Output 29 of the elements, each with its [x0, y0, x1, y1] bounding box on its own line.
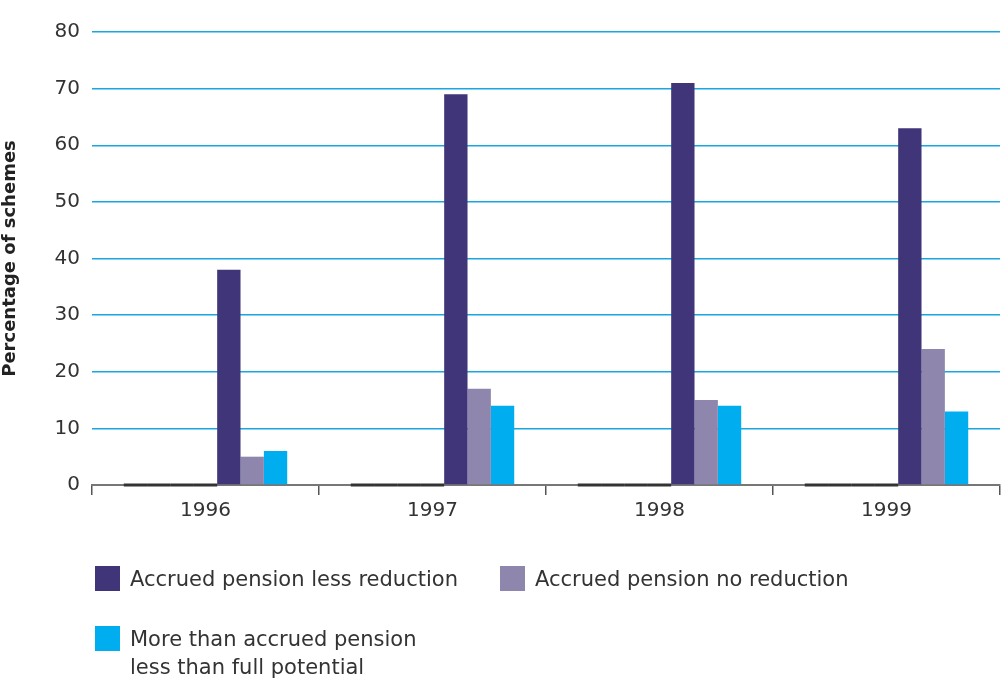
- x-tick-label: 1999: [861, 497, 912, 522]
- y-tick-label: 70: [54, 74, 80, 99]
- legend-label: Accrued pension no reduction: [535, 566, 849, 593]
- y-tick-label: 50: [54, 188, 80, 213]
- bar: [694, 400, 718, 485]
- bar: [263, 451, 288, 485]
- y-tick-label: 60: [54, 131, 80, 156]
- x-tick-label: 1997: [407, 497, 458, 522]
- y-tick-label: 30: [54, 301, 80, 326]
- y-tick-label: 0: [67, 471, 80, 496]
- y-tick-label: 10: [54, 414, 80, 439]
- bar: [717, 405, 742, 485]
- x-tick-label: 1996: [180, 497, 231, 522]
- bar: [921, 349, 945, 485]
- bar: [467, 388, 491, 485]
- y-axis-title: Percentage of schemes: [0, 140, 20, 377]
- bar: [444, 94, 468, 485]
- x-tick-label: 1998: [634, 497, 685, 522]
- bar: [944, 411, 969, 485]
- bar: [217, 269, 241, 485]
- bar: [898, 128, 922, 485]
- bar: [490, 405, 515, 485]
- y-tick-label: 80: [54, 18, 80, 43]
- y-tick-label: 20: [54, 357, 80, 382]
- y-tick-label: 40: [54, 244, 80, 269]
- bar: [240, 456, 264, 485]
- bar: [671, 82, 695, 485]
- legend-label: More than accrued pension less than full potential: [130, 626, 418, 681]
- legend-label: Accrued pension less reduction: [130, 566, 458, 593]
